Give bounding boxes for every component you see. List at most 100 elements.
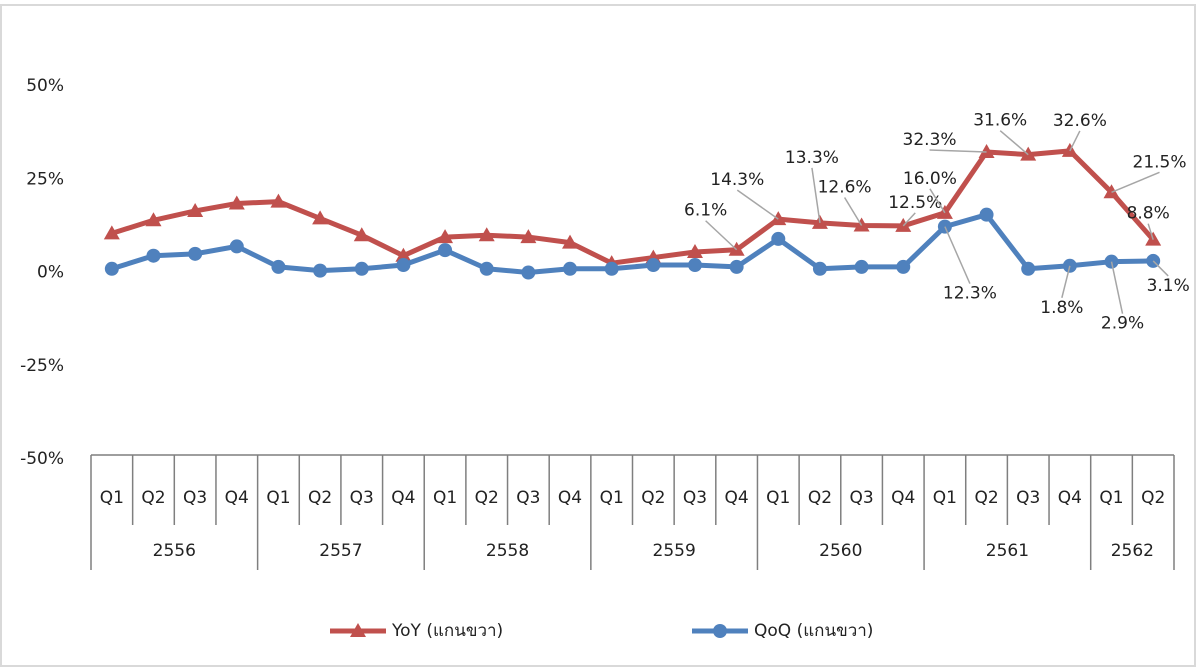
leader-line	[929, 188, 946, 214]
leader-line	[736, 189, 779, 220]
leader-line	[1111, 171, 1160, 193]
marker	[188, 246, 203, 261]
marker	[812, 261, 827, 276]
marker	[686, 243, 703, 258]
leader-line	[1061, 265, 1071, 298]
x-tick-label: Q4	[558, 488, 582, 508]
marker	[228, 195, 245, 210]
x-tick-label: Q1	[1099, 488, 1123, 508]
marker	[187, 202, 204, 217]
x-tick-label: Q2	[641, 488, 665, 508]
x-tick-label: Q1	[266, 488, 290, 508]
marker	[271, 259, 286, 274]
marker	[1020, 146, 1037, 161]
x-tick-label: Q1	[600, 488, 624, 508]
leader-line	[705, 220, 738, 251]
x-tick-label: Q3	[183, 488, 207, 508]
data-label: 13.3%	[785, 148, 839, 168]
x-tick-label: Q3	[683, 488, 707, 508]
x-tick-label: Q4	[225, 488, 249, 508]
data-label: 12.6%	[818, 178, 872, 198]
x-group-label: 2558	[486, 541, 529, 561]
x-tick-label: Q2	[808, 488, 832, 508]
legend-label: YoY (แกนขวา)	[391, 621, 503, 641]
marker	[729, 259, 744, 274]
leader-line	[1147, 223, 1154, 240]
x-group-label: 2561	[986, 541, 1029, 561]
series-line	[111, 148, 1156, 266]
marker	[978, 144, 995, 159]
marker	[521, 265, 536, 280]
legend-label: QoQ (แกนขวา)	[754, 621, 873, 641]
y-tick-label: 50%	[26, 76, 64, 96]
marker	[713, 624, 727, 638]
marker	[520, 229, 537, 244]
x-tick-label: Q1	[100, 488, 124, 508]
y-tick-label: -50%	[20, 449, 64, 469]
x-group-label: 2556	[153, 541, 196, 561]
data-label: 2.9%	[1101, 314, 1144, 334]
marker	[854, 259, 869, 274]
marker	[229, 239, 244, 254]
marker	[771, 231, 786, 246]
data-label: 6.1%	[684, 201, 727, 221]
marker	[350, 623, 366, 637]
data-label: 8.8%	[1127, 204, 1170, 224]
marker	[979, 207, 994, 222]
leader-line	[929, 149, 987, 153]
x-tick-label: Q3	[1016, 488, 1040, 508]
leader-line	[1069, 130, 1081, 152]
marker	[354, 261, 369, 276]
x-tick-label: Q4	[391, 488, 415, 508]
leader-line	[999, 130, 1029, 156]
x-tick-label: Q3	[350, 488, 374, 508]
y-tick-label: -25%	[20, 356, 64, 376]
x-tick-label: Q2	[974, 488, 998, 508]
y-tick-label: 0%	[37, 263, 64, 283]
x-group-label: 2557	[319, 541, 362, 561]
marker	[563, 261, 578, 276]
x-tick-label: Q2	[475, 488, 499, 508]
marker	[270, 193, 287, 208]
marker	[1021, 261, 1036, 276]
x-tick-label: Q1	[433, 488, 457, 508]
chart-frame	[0, 4, 1196, 667]
marker	[437, 229, 454, 244]
marker	[646, 258, 661, 273]
marker	[395, 247, 412, 262]
data-label: 3.1%	[1147, 276, 1190, 296]
marker	[313, 263, 328, 278]
leader-line	[1152, 260, 1169, 277]
leader-line	[1110, 261, 1124, 314]
marker	[145, 212, 162, 227]
marker	[478, 227, 495, 242]
leader-line	[843, 197, 863, 226]
data-label: 14.3%	[710, 170, 764, 190]
data-label: 31.6%	[973, 111, 1027, 131]
data-label: 32.6%	[1053, 111, 1107, 131]
x-tick-label: Q4	[725, 488, 749, 508]
data-label: 32.3%	[903, 130, 957, 150]
marker	[438, 243, 453, 258]
data-label: 1.8%	[1040, 298, 1083, 318]
x-group-label: 2559	[653, 541, 696, 561]
x-tick-label: Q2	[141, 488, 165, 508]
marker	[896, 259, 911, 274]
marker	[396, 258, 411, 273]
leader-line	[811, 167, 821, 223]
marker	[770, 211, 787, 226]
data-label: 12.5%	[888, 193, 942, 213]
x-tick-label: Q2	[308, 488, 332, 508]
x-tick-label: Q1	[933, 488, 957, 508]
marker	[562, 234, 579, 249]
x-tick-label: Q3	[849, 488, 873, 508]
leader-line	[944, 226, 971, 284]
marker	[312, 210, 329, 225]
leader-line	[902, 212, 916, 227]
marker	[146, 248, 161, 263]
marker	[604, 261, 619, 276]
x-tick-label: Q4	[891, 488, 915, 508]
y-tick-label: 25%	[26, 169, 64, 189]
data-label: 16.0%	[903, 169, 957, 189]
